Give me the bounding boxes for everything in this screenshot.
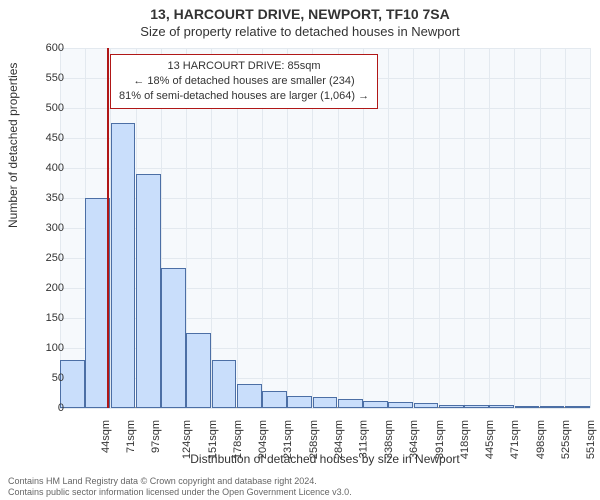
x-tick-label: 44sqm [100,420,112,453]
y-tick-label: 500 [14,102,64,114]
bar [439,405,464,408]
grid-v [489,48,490,408]
bar [414,403,439,408]
y-tick-label: 600 [14,42,64,54]
y-tick-label: 550 [14,72,64,84]
bar [60,360,85,408]
y-tick-label: 400 [14,162,64,174]
footer-line2: Contains public sector information licen… [8,487,592,498]
grid-v [464,48,465,408]
y-tick-label: 200 [14,282,64,294]
plot-area: 13 HARCOURT DRIVE: 85sqm ← 18% of detach… [60,48,590,408]
x-tick-label: 71sqm [125,420,137,453]
bar [388,402,413,408]
grid-v [590,48,591,408]
y-tick-label: 250 [14,252,64,264]
y-tick-label: 150 [14,312,64,324]
y-tick-label: 50 [14,372,64,384]
grid-h [60,138,590,139]
bar [540,406,565,408]
y-tick-label: 0 [14,402,64,414]
annotation-line1: 13 HARCOURT DRIVE: 85sqm [119,59,369,74]
y-tick-label: 100 [14,342,64,354]
bar [515,406,540,408]
grid-v [439,48,440,408]
grid-h [60,48,590,49]
bar [287,396,312,408]
footer: Contains HM Land Registry data © Crown c… [8,476,592,498]
bar [338,399,363,408]
marker-line [107,48,109,408]
x-tick-label: 97sqm [150,420,162,453]
grid-v [388,48,389,408]
bar [489,405,514,408]
annotation-line2: ← 18% of detached houses are smaller (23… [119,74,369,89]
bar [237,384,262,408]
footer-line1: Contains HM Land Registry data © Crown c… [8,476,592,487]
chart-container: 13, HARCOURT DRIVE, NEWPORT, TF10 7SA Si… [0,0,600,500]
grid-v [540,48,541,408]
annotation-box: 13 HARCOURT DRIVE: 85sqm ← 18% of detach… [110,54,378,109]
grid-v [514,48,515,408]
bar [161,268,186,408]
bar [186,333,211,408]
chart-subtitle: Size of property relative to detached ho… [0,24,600,39]
grid-h [60,168,590,169]
bar [565,406,590,408]
bar [313,397,338,408]
annotation-line3: 81% of semi-detached houses are larger (… [119,89,369,104]
bar [212,360,237,408]
bar [464,405,489,408]
bar [363,401,388,408]
y-tick-label: 300 [14,222,64,234]
bar [262,391,287,408]
x-axis-label: Distribution of detached houses by size … [60,452,590,466]
grid-v [565,48,566,408]
bar [136,174,161,408]
chart-title: 13, HARCOURT DRIVE, NEWPORT, TF10 7SA [0,6,600,22]
grid-h [60,408,590,409]
grid-v [413,48,414,408]
y-tick-label: 350 [14,192,64,204]
bar [111,123,136,408]
y-tick-label: 450 [14,132,64,144]
